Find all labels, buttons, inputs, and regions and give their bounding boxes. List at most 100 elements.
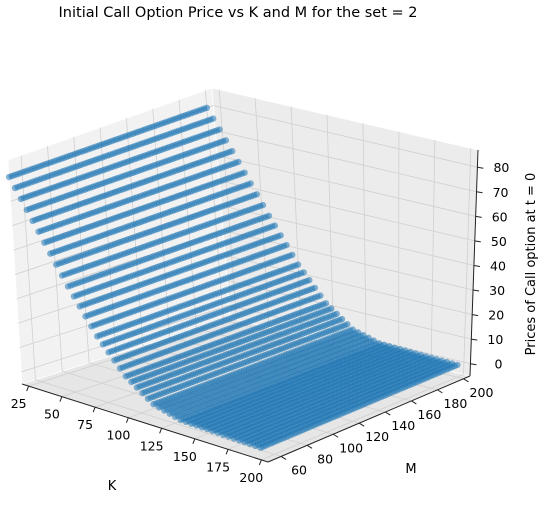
z-tick-mark (470, 363, 477, 366)
x-tick-mark (192, 438, 196, 444)
data-point (214, 429, 222, 437)
grid-line-k-back (254, 98, 270, 328)
grid-line-k-back (290, 106, 302, 336)
z-tick-label: 40 (490, 258, 506, 273)
y-tick-label: 180 (443, 396, 467, 411)
z-axis-label: Prices of Call option at t = 0 (524, 173, 539, 356)
data-point (161, 407, 168, 414)
z-tick-label: 20 (488, 308, 504, 323)
data-point (122, 373, 129, 380)
y-tick-mark (463, 378, 469, 383)
y-tick-mark (437, 389, 443, 394)
z-axis-line (469, 149, 479, 377)
x-tick-label: 150 (173, 449, 197, 464)
grid-line-m-floor (35, 379, 282, 457)
y-tick-label: 100 (339, 440, 363, 455)
data-point (58, 272, 66, 279)
data-point (53, 261, 60, 268)
y-tick-mark (385, 411, 391, 416)
data-point (41, 239, 48, 246)
y-tick-mark (358, 422, 365, 427)
data-point (155, 404, 163, 411)
data-point (150, 401, 157, 408)
y-tick-label: 120 (365, 429, 389, 444)
data-point (236, 437, 243, 444)
y-tick-label: 140 (391, 418, 415, 433)
y-tick-label: 200 (470, 385, 494, 400)
data-point (166, 410, 173, 417)
y-axis-line (267, 375, 471, 463)
grid-line-z-back (217, 155, 476, 217)
grid-line-z-back (219, 180, 475, 242)
data-point (99, 341, 107, 348)
z-tick-label: 0 (494, 357, 502, 372)
data-point (133, 384, 141, 391)
data-point (94, 333, 101, 340)
data-point (230, 435, 238, 442)
y-tick-mark (306, 444, 313, 449)
y-tick-mark (332, 433, 339, 438)
data-point (144, 395, 152, 402)
grid-line-z-back (215, 130, 477, 193)
y-axis-label: M (405, 462, 416, 477)
data-point (204, 426, 211, 433)
x-tick-mark (26, 385, 30, 392)
z-tick-mark (473, 264, 480, 267)
x-tick-label: 50 (44, 407, 60, 422)
data-point (225, 433, 232, 440)
x-tick-label: 25 (11, 396, 27, 411)
data-point (111, 357, 118, 364)
grid-line-k-back (326, 114, 335, 344)
data-point (29, 217, 36, 224)
data-points (5, 104, 461, 451)
z-tick-mark (474, 240, 481, 243)
x-tick-mark (125, 417, 129, 423)
y-tick-label: 60 (291, 462, 307, 477)
data-point (5, 173, 13, 181)
y-tick-label: 80 (317, 451, 333, 466)
data-point (88, 323, 95, 330)
data-point (193, 422, 200, 429)
grid-line-z-back (213, 105, 478, 168)
z-tick-mark (471, 338, 478, 341)
x-tick-mark (225, 449, 229, 455)
grid-line-k-back (430, 139, 436, 367)
x-tick-mark (92, 407, 96, 413)
z-tick-label: 30 (489, 283, 505, 298)
z-tick-mark (476, 191, 483, 194)
y-tick-label: 160 (417, 407, 441, 422)
x-tick-label: 125 (140, 438, 164, 453)
grid-line-z-back (226, 280, 472, 340)
data-point (82, 313, 89, 320)
data-point (76, 303, 83, 310)
data-point (252, 442, 259, 450)
grid-line-m-back (47, 146, 63, 372)
z-tick-label: 70 (493, 185, 509, 200)
data-point (246, 440, 254, 448)
z-tick-mark (472, 314, 479, 317)
data-point (17, 195, 25, 203)
grid-line-k-floor (261, 374, 464, 461)
data-point (116, 365, 124, 372)
grid-line-m-back (73, 136, 90, 363)
grid-line-m-back (20, 155, 36, 380)
x-tick-label: 200 (239, 470, 263, 485)
data-point (188, 420, 195, 427)
data-point (70, 293, 78, 300)
y-tick-mark (411, 400, 417, 405)
x-tick-label: 100 (106, 428, 130, 443)
grid-line-k-back (362, 123, 367, 351)
z-tick-mark (477, 166, 484, 169)
data-point (105, 349, 112, 356)
data-point (177, 416, 184, 424)
z-tick-label: 10 (487, 332, 503, 347)
data-point (257, 444, 264, 451)
chart-title: Initial Call Option Price vs K and M for… (59, 5, 418, 21)
x-tick-mark (59, 396, 63, 402)
data-point (35, 228, 42, 235)
grid-line-k-back (463, 148, 472, 375)
z-tick-label: 60 (492, 209, 508, 224)
data-point (128, 378, 135, 386)
